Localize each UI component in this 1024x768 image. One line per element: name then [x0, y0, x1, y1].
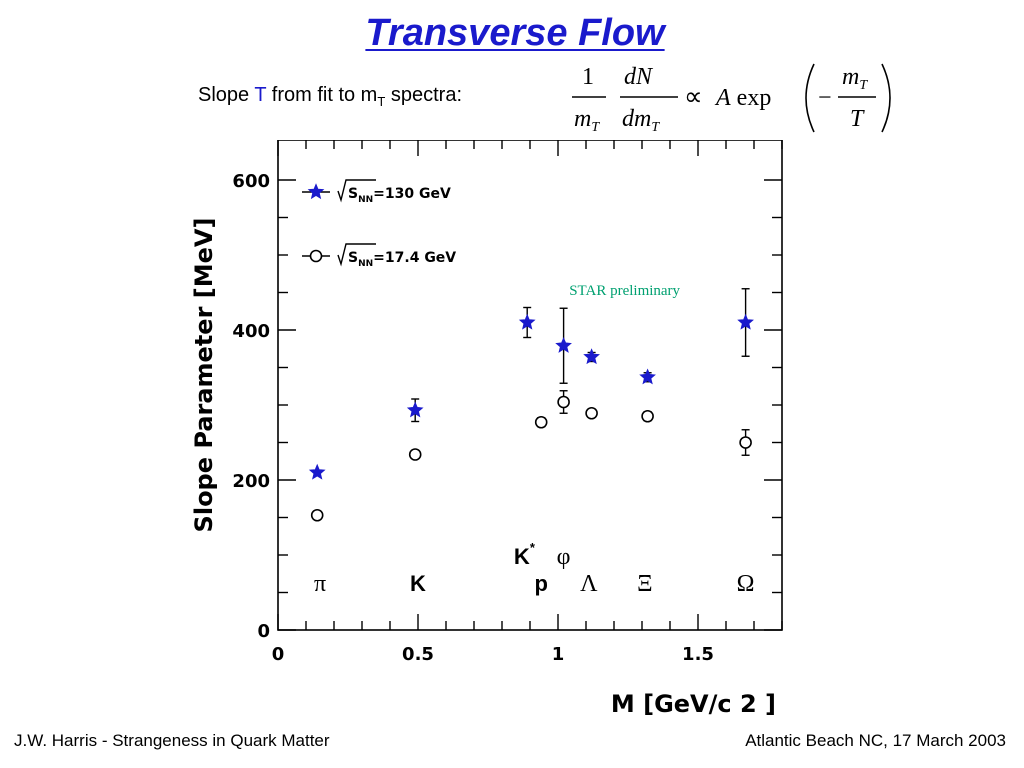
star-point-s0-p4 [583, 348, 600, 365]
formula-right-paren [881, 63, 891, 133]
formula-prop: ∝ [684, 82, 703, 111]
circle-point-s1-p6 [739, 436, 752, 449]
subtitle-sub: T [377, 94, 386, 109]
particle-label-p: p [534, 571, 547, 596]
x-axis-title: M [GeV/c 2 ] [611, 690, 776, 718]
y-axis-title: Slope Parameter [MeV] [190, 218, 218, 533]
legend-label-174: SNN=17.4 GeV [348, 250, 456, 269]
star-preliminary-label: STAR preliminary [569, 283, 680, 299]
formula-num3: mT [842, 64, 868, 93]
star-point-s0-p1 [406, 401, 424, 418]
formula-num1: 1 [582, 64, 594, 90]
circle-point-s1-p1 [408, 448, 422, 461]
formula-num2: dN [624, 64, 654, 90]
x-tick-label: 1 [552, 644, 565, 665]
formula-minus: − [818, 85, 832, 111]
x-tick-label: 0 [272, 644, 285, 665]
particle-label-K: K [410, 571, 426, 596]
slide-title: Transverse Flow [365, 12, 665, 54]
circle-point-s1-p2 [534, 415, 548, 429]
formula-left-paren [805, 63, 815, 133]
footer-author: J.W. Harris - Strangeness in Quark Matte… [14, 731, 330, 750]
x-tick-label: 1.5 [682, 644, 714, 665]
formula-den3: T [850, 106, 865, 132]
particle-label-Ω: Ω [737, 571, 755, 597]
slope-parameter-chart: 0 200 400 600 0 0.5 1 1.5 Slope Parameter [MeV] M… [190, 140, 783, 718]
star-point-s0-p3 [555, 337, 572, 353]
subtitle-mid: from fit to m [266, 84, 378, 106]
y-tick-label: 200 [232, 471, 270, 492]
subtitle: Slope T from fit to mT spectra: [198, 84, 462, 109]
circle-point-s1-p0 [310, 508, 324, 522]
fit-formula: 1 mT dN dmT ∝ A exp − mT T [572, 63, 891, 135]
subtitle-prefix: Slope [198, 84, 255, 106]
legend-label-130-sqrt [337, 179, 376, 203]
formula-rhs: A exp [714, 85, 771, 111]
formula-den1: mT [574, 106, 600, 135]
particle-label-π: π [314, 571, 326, 597]
legend-circle-marker [309, 249, 323, 263]
x-tick-label: 0.5 [402, 644, 434, 665]
legend-label-174-sqrt [337, 243, 376, 267]
y-tick-label: 600 [232, 171, 270, 192]
star-point-s0-p0 [308, 463, 326, 480]
subtitle-symbol: T [254, 84, 267, 106]
circle-point-s1-p5 [641, 409, 654, 423]
legend-label-130: SNN=130 GeV [348, 186, 451, 205]
y-tick-label: 400 [232, 321, 270, 342]
star-point-s0-p2 [518, 313, 536, 330]
star-point-s0-p5 [639, 368, 656, 385]
particle-label-φ: φ [557, 544, 571, 570]
legend-star-marker [307, 183, 325, 200]
particle-label-Λ: Λ [580, 571, 598, 597]
formula-den2: dmT [622, 106, 660, 135]
particle-label-Kstar: K* [514, 540, 536, 569]
star-point-s0-p6 [737, 313, 754, 330]
subtitle-suffix: spectra: [385, 84, 462, 106]
circle-point-s1-p3 [557, 395, 570, 409]
plot-frame [277, 140, 783, 631]
particle-label-Ξ: Ξ [637, 571, 652, 597]
circle-point-s1-p4 [585, 406, 598, 420]
footer-venue: Atlantic Beach NC, 17 March 2003 [745, 731, 1006, 750]
y-tick-label: 0 [257, 621, 270, 642]
